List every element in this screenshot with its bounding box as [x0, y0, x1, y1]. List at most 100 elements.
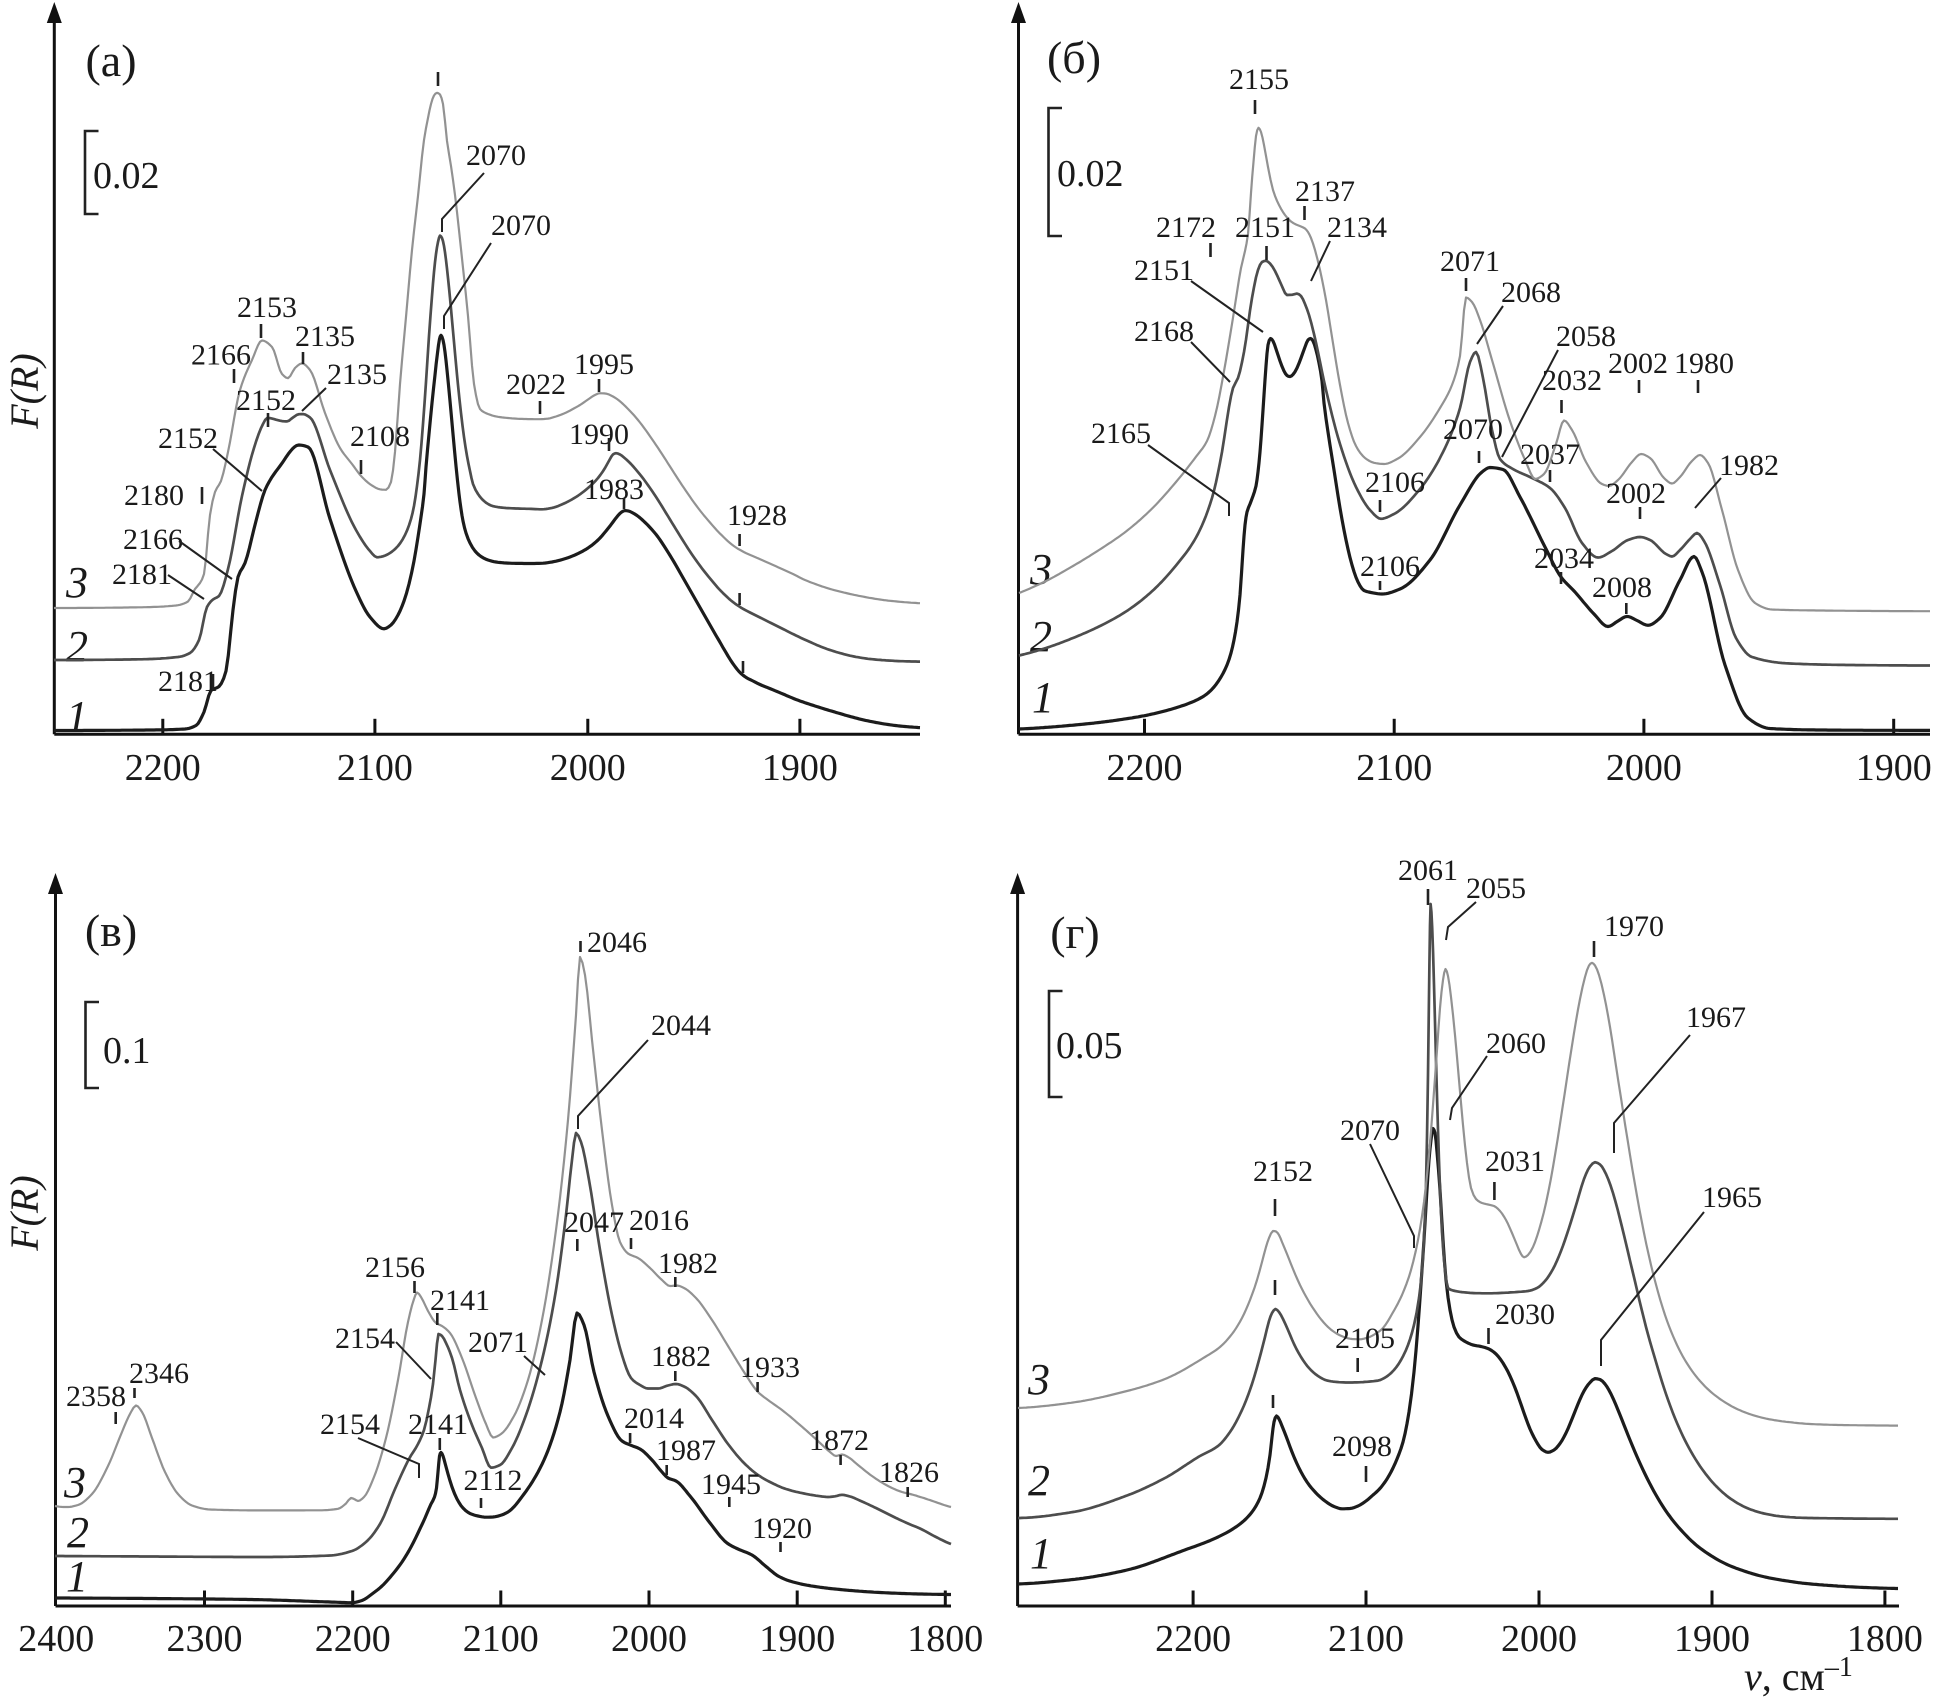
svg-text:2070: 2070	[491, 209, 551, 242]
svg-text:3: 3	[1027, 1355, 1050, 1404]
svg-text:1: 1	[66, 692, 88, 741]
svg-text:1928: 1928	[727, 499, 787, 532]
svg-text:2100: 2100	[463, 1618, 539, 1660]
svg-text:2030: 2030	[1495, 1298, 1555, 1331]
svg-text:2100: 2100	[1328, 1618, 1404, 1660]
svg-text:2154: 2154	[320, 1408, 380, 1441]
svg-text:2100: 2100	[337, 747, 413, 789]
svg-text:2166: 2166	[123, 523, 183, 556]
svg-text:2346: 2346	[129, 1357, 189, 1390]
svg-text:1967: 1967	[1686, 1001, 1746, 1034]
svg-text:2168: 2168	[1134, 315, 1194, 348]
svg-text:2172: 2172	[1156, 211, 1216, 244]
svg-text:2200: 2200	[315, 1618, 391, 1660]
svg-text:2: 2	[1030, 612, 1052, 661]
svg-text:1970: 1970	[1604, 910, 1664, 943]
svg-text:2106: 2106	[1365, 466, 1425, 499]
svg-text:2058: 2058	[1556, 320, 1616, 353]
svg-text:2141: 2141	[430, 1284, 490, 1317]
svg-text:2037: 2037	[1520, 438, 1580, 471]
svg-text:(б): (б)	[1047, 32, 1101, 83]
svg-text:2068: 2068	[1501, 276, 1561, 309]
svg-text:1980: 1980	[1674, 347, 1734, 380]
svg-text:2152: 2152	[1253, 1155, 1313, 1188]
svg-text:0.05: 0.05	[1056, 1025, 1123, 1067]
svg-text:0.1: 0.1	[103, 1030, 151, 1072]
svg-text:2055: 2055	[1466, 872, 1526, 905]
svg-text:2135: 2135	[295, 320, 355, 353]
svg-text:2108: 2108	[350, 420, 410, 453]
svg-text:2112: 2112	[464, 1464, 523, 1497]
svg-text:0.02: 0.02	[1057, 153, 1124, 195]
svg-text:2106: 2106	[1360, 550, 1420, 583]
svg-text:2300: 2300	[167, 1618, 243, 1660]
svg-text:1987: 1987	[656, 1434, 716, 1467]
svg-text:2200: 2200	[125, 747, 201, 789]
svg-text:2071: 2071	[1440, 245, 1500, 278]
svg-text:1900: 1900	[1856, 747, 1932, 789]
svg-text:2014: 2014	[624, 1402, 684, 1435]
svg-text:2358: 2358	[66, 1380, 126, 1413]
svg-text:2400: 2400	[18, 1618, 94, 1660]
svg-text:1900: 1900	[1674, 1618, 1750, 1660]
svg-text:1965: 1965	[1702, 1181, 1762, 1214]
svg-text:2070: 2070	[1340, 1114, 1400, 1147]
svg-text:2135: 2135	[327, 358, 387, 391]
svg-text:2008: 2008	[1592, 571, 1652, 604]
svg-text:1983: 1983	[584, 473, 644, 506]
svg-text:2137: 2137	[1295, 175, 1355, 208]
svg-text:2134: 2134	[1327, 211, 1387, 244]
svg-text:2000: 2000	[611, 1618, 687, 1660]
svg-text:1900: 1900	[762, 747, 838, 789]
svg-text:2166: 2166	[191, 339, 251, 372]
svg-text:2002: 2002	[1608, 347, 1668, 380]
svg-text:2000: 2000	[1501, 1618, 1577, 1660]
svg-text:2016: 2016	[629, 1204, 689, 1237]
svg-text:1882: 1882	[651, 1340, 711, 1373]
svg-text:2031: 2031	[1485, 1145, 1545, 1178]
svg-text:2: 2	[67, 1508, 89, 1557]
svg-text:2061: 2061	[1398, 854, 1458, 887]
svg-text:2152: 2152	[236, 384, 296, 417]
svg-text:0.02: 0.02	[93, 155, 160, 197]
svg-text:2151: 2151	[1134, 254, 1194, 287]
svg-text:2060: 2060	[1486, 1027, 1546, 1060]
svg-text:2153: 2153	[237, 291, 297, 324]
svg-text:1: 1	[1030, 1529, 1052, 1578]
svg-text:2022: 2022	[506, 368, 566, 401]
svg-text:1800: 1800	[907, 1618, 983, 1660]
svg-text:1990: 1990	[569, 418, 629, 451]
svg-text:2155: 2155	[1229, 63, 1289, 96]
svg-text:1933: 1933	[740, 1351, 800, 1384]
svg-text:2044: 2044	[651, 1009, 711, 1042]
svg-text:2002: 2002	[1606, 477, 1666, 510]
svg-text:1800: 1800	[1847, 1618, 1923, 1660]
svg-text:F(R): F(R)	[2, 353, 47, 430]
svg-text:2151: 2151	[1235, 211, 1295, 244]
svg-text:2200: 2200	[1107, 747, 1183, 789]
svg-text:1826: 1826	[879, 1456, 939, 1489]
svg-text:F(R): F(R)	[2, 1175, 47, 1252]
svg-text:1900: 1900	[759, 1618, 835, 1660]
svg-text:2180: 2180	[124, 479, 184, 512]
svg-text:2105: 2105	[1335, 1322, 1395, 1355]
svg-text:(г): (г)	[1050, 907, 1100, 958]
svg-text:2152: 2152	[158, 422, 218, 455]
svg-text:2071: 2071	[468, 1326, 528, 1359]
svg-text:3: 3	[65, 558, 88, 607]
svg-text:2181: 2181	[158, 665, 218, 698]
svg-text:1: 1	[1032, 673, 1054, 722]
svg-text:(в): (в)	[85, 905, 137, 956]
svg-text:2156: 2156	[365, 1251, 425, 1284]
svg-text:2000: 2000	[1606, 747, 1682, 789]
svg-text:1920: 1920	[752, 1512, 812, 1545]
svg-text:2165: 2165	[1091, 417, 1151, 450]
svg-text:1945: 1945	[701, 1468, 761, 1501]
svg-text:(a): (a)	[85, 35, 136, 86]
svg-text:2034: 2034	[1534, 542, 1594, 575]
svg-text:2100: 2100	[1356, 747, 1432, 789]
svg-text:2154: 2154	[335, 1322, 395, 1355]
svg-text:2032: 2032	[1542, 364, 1602, 397]
svg-text:2000: 2000	[550, 747, 626, 789]
svg-text:1982: 1982	[1719, 449, 1779, 482]
